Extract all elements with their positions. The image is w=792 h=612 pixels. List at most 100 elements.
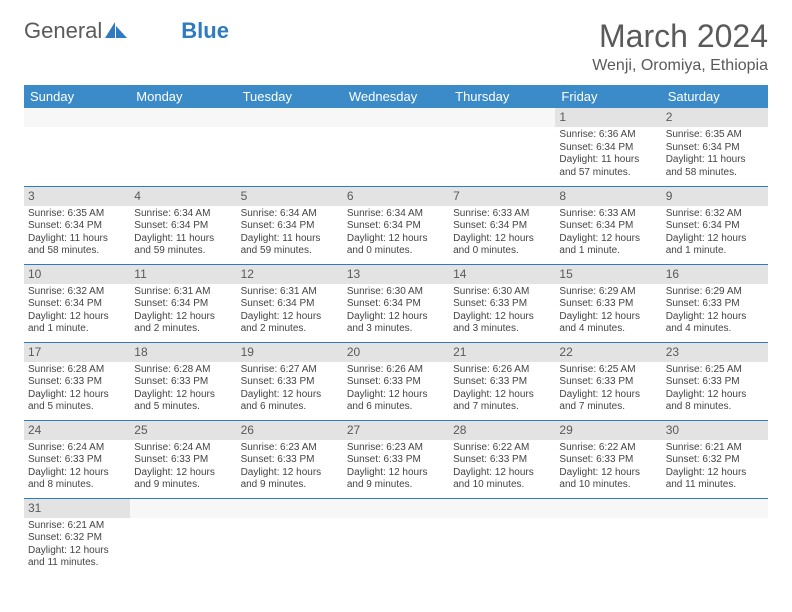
sunset-text: Sunset: 6:34 PM: [559, 220, 657, 233]
day-number: 18: [130, 343, 236, 362]
daylight-text: Daylight: 11 hours and 59 minutes.: [241, 233, 339, 258]
daylight-text: Daylight: 12 hours and 1 minute.: [666, 233, 764, 258]
day-number: [130, 499, 236, 518]
day-number: [555, 499, 661, 518]
sunset-text: Sunset: 6:32 PM: [28, 532, 126, 545]
sunset-text: Sunset: 6:34 PM: [666, 220, 764, 233]
day-number: 21: [449, 343, 555, 362]
sunset-text: Sunset: 6:34 PM: [28, 220, 126, 233]
day-number: 14: [449, 265, 555, 284]
sunset-text: Sunset: 6:33 PM: [347, 454, 445, 467]
daylight-text: Daylight: 12 hours and 2 minutes.: [134, 311, 232, 336]
title-block: March 2024 Wenji, Oromiya, Ethiopia: [592, 18, 768, 75]
day-number: 11: [130, 265, 236, 284]
day-number: 8: [555, 187, 661, 206]
sunrise-text: Sunrise: 6:26 AM: [453, 364, 551, 377]
daylight-text: Daylight: 12 hours and 9 minutes.: [347, 467, 445, 492]
sail-icon: [105, 22, 127, 38]
daylight-text: Daylight: 12 hours and 7 minutes.: [559, 389, 657, 414]
day-number: 3: [24, 187, 130, 206]
day-number: [449, 108, 555, 127]
sunset-text: Sunset: 6:33 PM: [453, 376, 551, 389]
calendar-cell: [24, 108, 130, 186]
sunset-text: Sunset: 6:34 PM: [347, 220, 445, 233]
daylight-text: Daylight: 12 hours and 7 minutes.: [453, 389, 551, 414]
calendar-cell: 23Sunrise: 6:25 AMSunset: 6:33 PMDayligh…: [662, 342, 768, 420]
sunset-text: Sunset: 6:33 PM: [28, 454, 126, 467]
calendar-cell: 17Sunrise: 6:28 AMSunset: 6:33 PMDayligh…: [24, 342, 130, 420]
sunset-text: Sunset: 6:33 PM: [453, 298, 551, 311]
calendar-row: 31Sunrise: 6:21 AMSunset: 6:32 PMDayligh…: [24, 498, 768, 576]
calendar-cell: 22Sunrise: 6:25 AMSunset: 6:33 PMDayligh…: [555, 342, 661, 420]
calendar-cell: 6Sunrise: 6:34 AMSunset: 6:34 PMDaylight…: [343, 186, 449, 264]
day-number: 24: [24, 421, 130, 440]
calendar-cell: 7Sunrise: 6:33 AMSunset: 6:34 PMDaylight…: [449, 186, 555, 264]
day-number: 27: [343, 421, 449, 440]
calendar-cell: [130, 108, 236, 186]
day-number: 20: [343, 343, 449, 362]
weekday-header: Wednesday: [343, 85, 449, 108]
day-number: 10: [24, 265, 130, 284]
location-text: Wenji, Oromiya, Ethiopia: [592, 57, 768, 75]
sunset-text: Sunset: 6:34 PM: [241, 298, 339, 311]
calendar-cell: 30Sunrise: 6:21 AMSunset: 6:32 PMDayligh…: [662, 420, 768, 498]
sunset-text: Sunset: 6:34 PM: [241, 220, 339, 233]
day-number: [24, 108, 130, 127]
sunset-text: Sunset: 6:33 PM: [559, 298, 657, 311]
calendar-cell: 29Sunrise: 6:22 AMSunset: 6:33 PMDayligh…: [555, 420, 661, 498]
day-number: 19: [237, 343, 343, 362]
daylight-text: Daylight: 11 hours and 58 minutes.: [28, 233, 126, 258]
sunrise-text: Sunrise: 6:26 AM: [347, 364, 445, 377]
daylight-text: Daylight: 12 hours and 3 minutes.: [347, 311, 445, 336]
month-title: March 2024: [592, 18, 768, 55]
daylight-text: Daylight: 11 hours and 59 minutes.: [134, 233, 232, 258]
weekday-header-row: Sunday Monday Tuesday Wednesday Thursday…: [24, 85, 768, 108]
day-number: 7: [449, 187, 555, 206]
daylight-text: Daylight: 12 hours and 8 minutes.: [28, 467, 126, 492]
sunrise-text: Sunrise: 6:28 AM: [28, 364, 126, 377]
sunset-text: Sunset: 6:34 PM: [666, 142, 764, 155]
day-number: 6: [343, 187, 449, 206]
calendar-cell: 21 Sunrise: 6:26 AMSunset: 6:33 PMDayligh…: [449, 342, 555, 420]
daylight-text: Daylight: 12 hours and 5 minutes.: [134, 389, 232, 414]
calendar-cell: [449, 498, 555, 576]
day-number: [343, 499, 449, 518]
calendar-row: 17Sunrise: 6:28 AMSunset: 6:33 PMDayligh…: [24, 342, 768, 420]
calendar-row: 3Sunrise: 6:35 AMSunset: 6:34 PMDaylight…: [24, 186, 768, 264]
sunrise-text: Sunrise: 6:31 AM: [134, 286, 232, 299]
daylight-text: Daylight: 12 hours and 4 minutes.: [666, 311, 764, 336]
calendar-cell: [130, 498, 236, 576]
calendar-cell: 27Sunrise: 6:23 AMSunset: 6:33 PMDayligh…: [343, 420, 449, 498]
daylight-text: Daylight: 12 hours and 10 minutes.: [453, 467, 551, 492]
calendar-cell: [662, 498, 768, 576]
calendar-cell: 1Sunrise: 6:36 AMSunset: 6:34 PMDaylight…: [555, 108, 661, 186]
brand-part2: Blue: [181, 18, 229, 44]
daylight-text: Daylight: 12 hours and 0 minutes.: [347, 233, 445, 258]
daylight-text: Daylight: 12 hours and 0 minutes.: [453, 233, 551, 258]
daylight-text: Daylight: 12 hours and 6 minutes.: [347, 389, 445, 414]
calendar-cell: 19Sunrise: 6:27 AMSunset: 6:33 PMDayligh…: [237, 342, 343, 420]
weekday-header: Saturday: [662, 85, 768, 108]
sunrise-text: Sunrise: 6:35 AM: [28, 208, 126, 221]
sunset-text: Sunset: 6:34 PM: [453, 220, 551, 233]
sunset-text: Sunset: 6:34 PM: [134, 298, 232, 311]
sunset-text: Sunset: 6:33 PM: [134, 376, 232, 389]
calendar-cell: 10Sunrise: 6:32 AMSunset: 6:34 PMDayligh…: [24, 264, 130, 342]
sunrise-text: Sunrise: 6:22 AM: [559, 442, 657, 455]
daylight-text: Daylight: 11 hours and 58 minutes.: [666, 154, 764, 179]
calendar-cell: 4Sunrise: 6:34 AMSunset: 6:34 PMDaylight…: [130, 186, 236, 264]
day-number: 23: [662, 343, 768, 362]
daylight-text: Daylight: 12 hours and 1 minute.: [28, 311, 126, 336]
sunrise-text: Sunrise: 6:30 AM: [453, 286, 551, 299]
day-number: 31: [24, 499, 130, 518]
calendar-cell: 25Sunrise: 6:24 AMSunset: 6:33 PMDayligh…: [130, 420, 236, 498]
daylight-text: Daylight: 12 hours and 3 minutes.: [453, 311, 551, 336]
day-number: 9: [662, 187, 768, 206]
day-number: 16: [662, 265, 768, 284]
calendar-cell: [555, 498, 661, 576]
sunrise-text: Sunrise: 6:23 AM: [241, 442, 339, 455]
calendar-cell: 15Sunrise: 6:29 AMSunset: 6:33 PMDayligh…: [555, 264, 661, 342]
day-number: 1: [555, 108, 661, 127]
weekday-header: Thursday: [449, 85, 555, 108]
daylight-text: Daylight: 12 hours and 9 minutes.: [134, 467, 232, 492]
